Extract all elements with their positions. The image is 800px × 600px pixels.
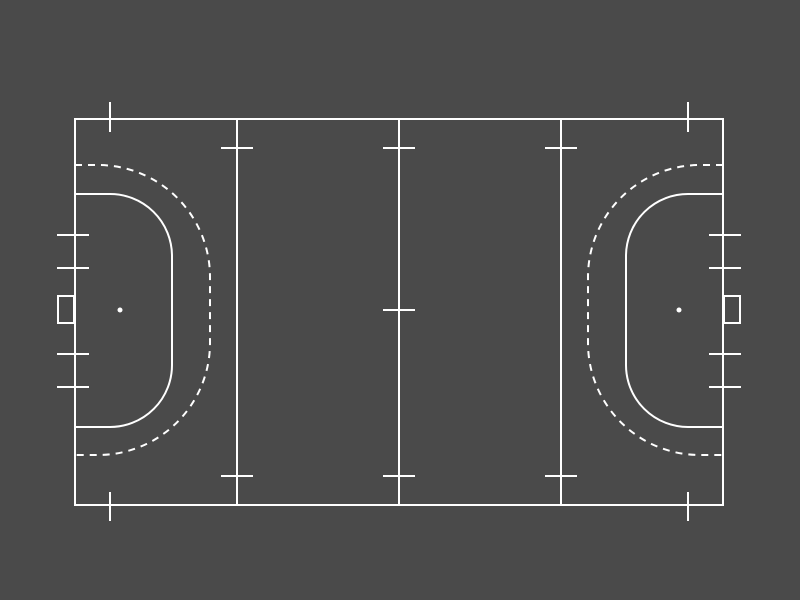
penalty-spot-right: [676, 307, 682, 313]
goal-left: [57, 295, 75, 324]
striking-circle-right: [624, 192, 723, 429]
goal-right: [723, 295, 741, 324]
penalty-spot-left: [117, 307, 123, 313]
striking-circle-left: [75, 192, 174, 429]
